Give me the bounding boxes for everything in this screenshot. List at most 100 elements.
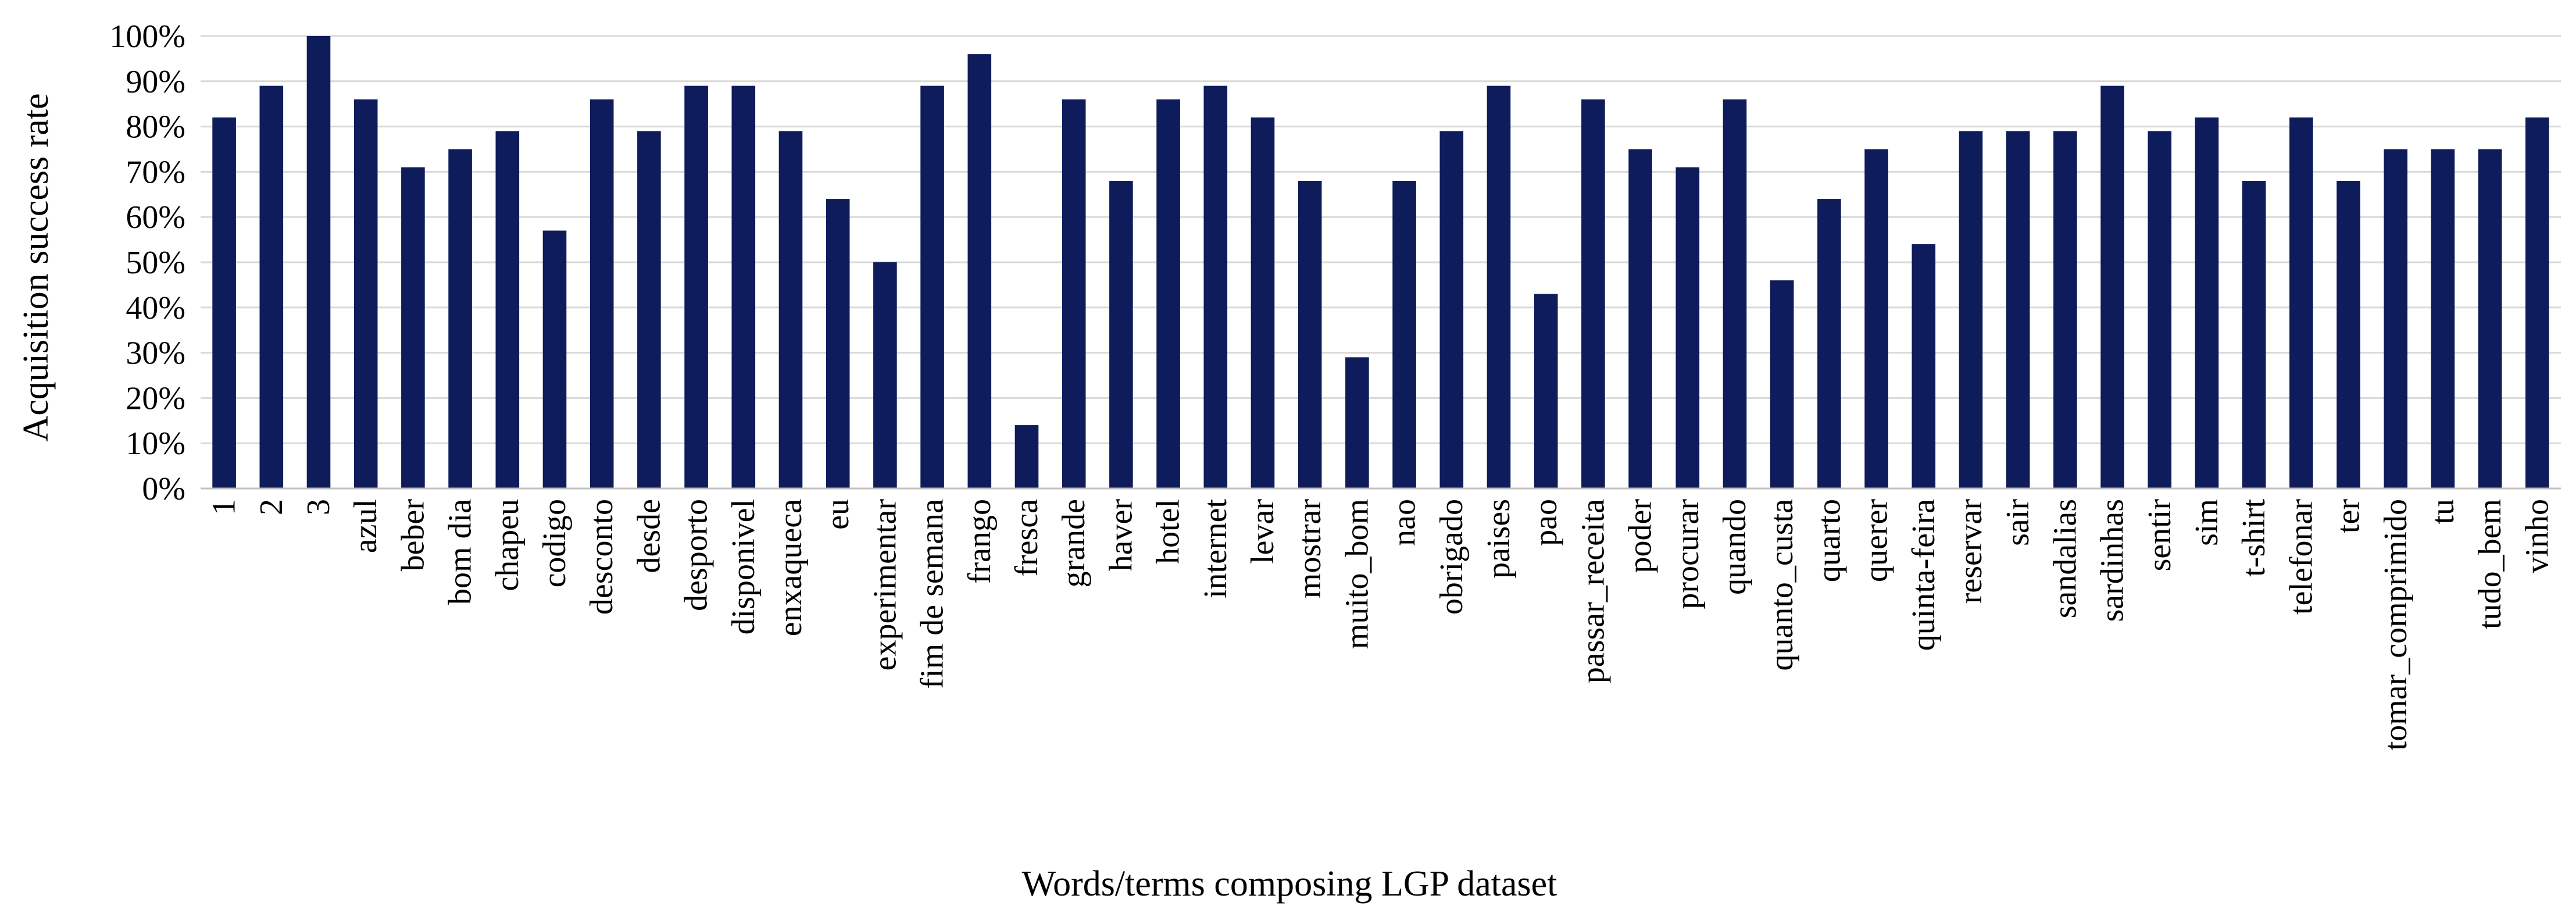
bar-querer (1864, 149, 1888, 488)
x-tick-label: chapeu (490, 499, 526, 591)
x-tick-label: 1 (206, 499, 242, 515)
y-tick-label: 40% (126, 290, 185, 326)
x-tick-label: nao (1387, 499, 1423, 546)
y-tick-label: 70% (126, 154, 185, 190)
x-tick-label: azul (348, 499, 384, 553)
x-tick-label: internet (1198, 499, 1234, 598)
y-tick-label: 100% (109, 19, 185, 55)
bar-chapeu (495, 131, 520, 488)
bar-levar (1251, 117, 1275, 489)
x-tick-label: sair (2000, 499, 2036, 546)
x-tick-label: experimentar (867, 499, 903, 671)
x-tick-label: tomar_comprimido (2378, 499, 2414, 750)
x-tick-label: 3 (301, 499, 337, 515)
x-tick-label: fim de semana (914, 499, 951, 689)
bar-grande (1062, 99, 1086, 489)
x-tick-label: enxaqueca (773, 499, 809, 636)
bar-2 (259, 85, 284, 488)
x-tick-label: sardinhas (2095, 499, 2131, 622)
x-tick-label: haver (1103, 499, 1139, 572)
bar-fim-de-semana (920, 85, 944, 488)
bar-tomar-comprimido (2384, 149, 2408, 488)
bar-3 (306, 36, 331, 488)
x-tick-label: querer (1859, 499, 1895, 582)
x-tick-label: sentir (2142, 499, 2178, 572)
x-tick-label: mostrar (1292, 499, 1328, 598)
y-tick-label: 50% (126, 245, 185, 281)
x-tick-label: poder (1623, 499, 1659, 573)
bar-hotel (1156, 99, 1180, 489)
bar-experimentar (873, 262, 897, 488)
bar-quarto (1817, 199, 1841, 488)
bar-ter (2336, 180, 2360, 489)
x-tick-label: desconto (584, 499, 620, 615)
y-tick-label: 30% (126, 336, 185, 372)
y-tick-label: 90% (126, 64, 185, 100)
bar-mostrar (1298, 180, 1322, 489)
x-tick-label: pao (1528, 499, 1564, 546)
x-tick-label: muito_bom (1339, 499, 1375, 649)
y-tick-labels: 0% 10% 20% 30% 40% 50% 60% 70% 80% 90% 100% (109, 19, 185, 507)
x-tick-label: paises (1481, 499, 1517, 579)
x-tick-label: fresca (1009, 499, 1045, 577)
bar-sardinhas (2100, 85, 2124, 488)
x-tick-label: reservar (1953, 499, 1989, 604)
x-tick-label: 2 (253, 499, 290, 515)
x-tick-labels: 1 2 3 azul beber bom dia chapeu codigo desconto d… (206, 499, 2556, 751)
bar-obrigado (1439, 131, 1464, 488)
x-tick-label: codigo (537, 499, 573, 587)
bar-desde (637, 131, 661, 488)
bar-quinta-feira (1912, 244, 1936, 488)
x-axis-title: Words/terms composing LGP dataset (1022, 864, 1557, 904)
x-tick-label: obrigado (1434, 499, 1470, 615)
bar-muito-bom (1345, 357, 1369, 488)
bar-codigo (542, 230, 567, 488)
x-tick-label: quando (1717, 499, 1753, 595)
bar-desporto (684, 85, 708, 488)
bar-internet (1203, 85, 1228, 488)
x-tick-label: desde (631, 499, 667, 573)
y-tick-label: 0% (142, 471, 185, 507)
x-tick-label: procurar (1670, 499, 1706, 609)
x-tick-label: frango (962, 499, 998, 584)
x-tick-label: vinho (2519, 499, 2555, 573)
bar-azul (353, 99, 378, 489)
y-tick-label: 60% (126, 199, 185, 236)
bar-fresca (1014, 425, 1039, 488)
y-tick-label: 80% (126, 109, 185, 145)
bar-telefonar (2289, 117, 2313, 489)
x-tick-label: passar_receita (1575, 499, 1611, 683)
x-tick-label: telefonar (2283, 499, 2319, 615)
bars (212, 36, 2549, 489)
bar-passar-receita (1581, 99, 1605, 489)
bar-1 (212, 117, 236, 489)
bar-sentir (2148, 131, 2172, 488)
x-tick-label: eu (820, 499, 856, 530)
bar-frango (967, 54, 992, 489)
x-tick-label: disponivel (726, 499, 762, 634)
x-tick-label: sandalias (2047, 499, 2083, 618)
bar-haver (1109, 180, 1133, 489)
x-tick-label: quarto (1811, 499, 1847, 582)
bar-sim (2195, 117, 2219, 489)
x-tick-label: hotel (1151, 499, 1187, 564)
x-tick-label: quanto_custa (1764, 499, 1800, 671)
bar-poder (1628, 149, 1652, 488)
x-tick-label: levar (1245, 499, 1281, 564)
bar-paises (1487, 85, 1511, 488)
bar-procurar (1675, 167, 1700, 488)
bar-bom-dia (448, 149, 472, 488)
x-tick-label: grande (1056, 499, 1092, 587)
bar-eu (826, 199, 850, 488)
x-tick-label: desporto (678, 499, 714, 611)
bar-enxaqueca (778, 131, 803, 488)
x-tick-label: tudo_bem (2472, 499, 2508, 629)
bar-t-shirt (2242, 180, 2266, 489)
bar-vinho (2525, 117, 2549, 489)
x-tick-label: beber (395, 499, 431, 572)
x-tick-label: ter (2331, 499, 2367, 533)
y-axis-title: Acquisition success rate (16, 93, 56, 441)
bar-reservar (1959, 131, 1983, 488)
bar-desconto (589, 99, 614, 489)
bar-tu (2431, 149, 2455, 488)
